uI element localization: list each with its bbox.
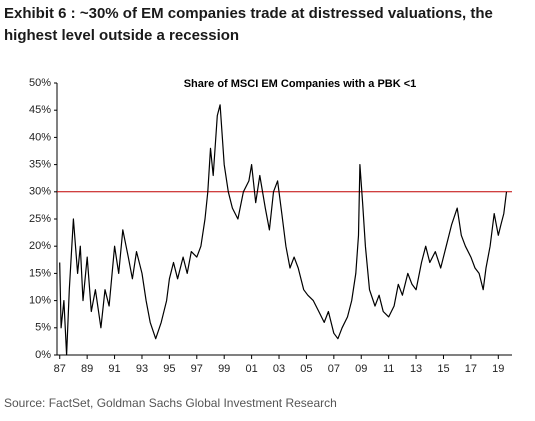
x-tick-label: 97 [191,363,203,375]
chart-title-1: Exhibit 6 : ~30% of EM companies trade a… [4,5,493,22]
y-tick-label: 15% [29,267,51,279]
x-tick-label: 15 [437,363,449,375]
x-tick-label: 89 [81,363,93,375]
y-tick-label: 45% [29,104,51,116]
x-tick-label: 17 [465,363,477,375]
x-tick-label: 91 [108,363,120,375]
x-tick-label: 93 [136,363,148,375]
y-tick-label: 20% [29,240,51,252]
y-tick-label: 50% [29,77,51,89]
x-tick-label: 87 [54,363,66,375]
y-tick-label: 5% [35,322,51,334]
y-tick-label: 10% [29,295,51,307]
x-tick-label: 11 [383,363,394,375]
x-tick-label: 09 [355,363,367,375]
y-tick-label: 35% [29,159,51,171]
y-tick-label: 40% [29,131,51,143]
x-tick-label: 13 [410,363,422,375]
data-line [59,104,508,356]
x-tick-label: 05 [300,363,312,375]
x-tick-label: 95 [163,363,175,375]
x-tick-label: 07 [328,363,340,375]
x-tick-label: 03 [273,363,285,375]
chart-subtitle: Share of MSCI EM Companies with a PBK <1 [184,78,417,90]
x-tick-label: 99 [218,363,230,375]
y-tick-label: 25% [29,213,51,225]
source: Source: FactSet, Goldman Sachs Global In… [4,396,337,410]
y-tick-label: 30% [29,186,51,198]
chart-title-2: highest level outside a recession [4,27,239,44]
x-tick-label: 19 [492,363,504,375]
y-tick-label: 0% [35,349,51,361]
x-tick-label: 01 [245,363,257,375]
